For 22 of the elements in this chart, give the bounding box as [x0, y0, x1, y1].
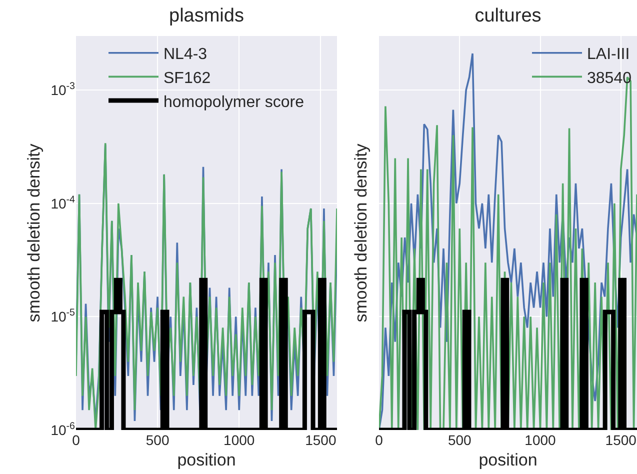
legend-label: 38540: [587, 70, 632, 87]
y-tick-label: 10$^{-4}$: [50, 194, 76, 212]
y-axis-title: smooth deletion density: [352, 143, 371, 322]
legend-label: SF162: [164, 70, 211, 87]
x-tick-label: 1500: [305, 432, 336, 448]
x-axis-title: position: [478, 450, 538, 470]
y-tick-label: 10$^{-5}$: [50, 308, 76, 325]
x-tick-label: 1500: [605, 432, 637, 448]
x-tick-label: 1000: [524, 432, 556, 448]
chart-title: plasmids: [169, 5, 244, 26]
x-axis-title: position: [177, 450, 236, 470]
x-tick-label: 500: [448, 432, 472, 448]
legend-label: homopolymer score: [164, 94, 304, 111]
x-tick-label: 500: [146, 432, 170, 448]
x-tick-label: 0: [375, 432, 384, 448]
x-tick-label: 0: [72, 432, 80, 448]
legend-label: LAI-III: [587, 46, 630, 64]
chart-title: cultures: [474, 5, 542, 26]
x-tick-label: 1000: [224, 432, 255, 448]
legend-label: NL4-3: [164, 46, 208, 64]
y-axis-title: smooth deletion density: [24, 143, 44, 322]
y-tick-label: 10$^{-3}$: [50, 81, 76, 98]
